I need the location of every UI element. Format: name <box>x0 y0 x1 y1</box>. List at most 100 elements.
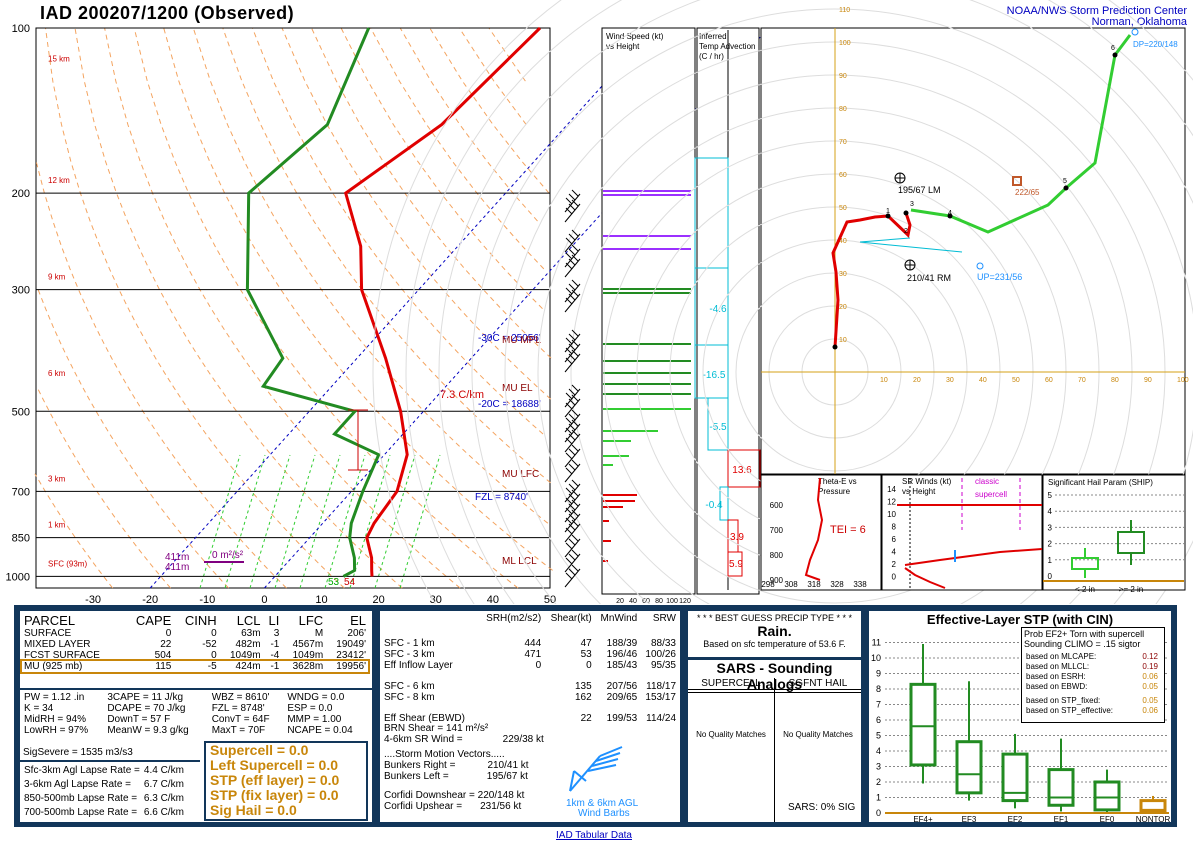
kin-cell <box>477 692 543 703</box>
hodo-point-label: 4 <box>948 210 952 217</box>
wind-barb <box>568 248 576 256</box>
windspeed-bar <box>603 540 611 542</box>
ship-category: >= 2 in <box>1119 585 1143 594</box>
windspeed-tick: 100 <box>666 598 678 604</box>
stp-ytick: 4 <box>876 746 881 756</box>
hodo-ring-label: 40 <box>979 377 987 384</box>
wind-barb <box>565 207 573 215</box>
parcel-cell: 206' <box>347 628 366 639</box>
wind-barb <box>568 448 576 456</box>
srwinds-supercell: supercell <box>975 490 1007 499</box>
wind-barb <box>571 444 579 452</box>
kin-cell: 471 <box>524 649 542 660</box>
wind-barb <box>568 493 576 501</box>
pressure-tick: 850 <box>12 533 30 545</box>
windspeed-bar <box>603 194 691 196</box>
srwinds-plot: 14 12 10 8 6 4 2 0 <box>887 478 1043 590</box>
stp-prob-value: 0.19 <box>1142 662 1158 671</box>
wind-barb <box>565 527 573 535</box>
srw-ytick: 6 <box>892 535 897 544</box>
temp-tick: -30 <box>85 594 101 604</box>
parcel-cell: 19049' <box>336 639 366 650</box>
mixing-ratio-line <box>399 454 441 589</box>
mixing-ratio-line <box>299 454 341 589</box>
kin-row: SFC - 6 km 135 207/56 118/17 <box>382 681 678 692</box>
wind-barb <box>568 258 576 266</box>
wind-barb <box>568 293 576 301</box>
windspeed-tick: 120 <box>679 598 691 604</box>
stp-ytick: 6 <box>876 715 881 725</box>
thetae-xtick: 338 <box>853 580 867 589</box>
wind-barb <box>564 433 581 453</box>
kin-cell: 22 <box>580 713 592 724</box>
wind-barb <box>565 357 573 365</box>
wind-barb <box>571 349 579 357</box>
parcel-row: FCST SURFACE 504 0 1049m -4 1049m 23412' <box>22 650 368 661</box>
thetae-xtick: 308 <box>784 580 798 589</box>
dry-adiabat <box>45 27 345 589</box>
hodo-point-label: 1 <box>886 208 890 215</box>
parcel-cell: 482m <box>235 639 261 650</box>
dp-label: DP=220/148 <box>1133 40 1178 49</box>
dry-adiabat <box>37 289 229 589</box>
temp-tick: 30 <box>430 594 442 604</box>
sars-sig: SARS: 0% SIG <box>788 802 856 813</box>
stp-prob-row: based on EBWD: 0.05 <box>1024 682 1160 692</box>
mu-lfc-annot: MU LFC <box>502 469 539 480</box>
srw-ytick: 12 <box>887 498 896 507</box>
parcel-row-selected[interactable]: MU (925 mb) 115 -5 424m -1 3628m 19956' <box>20 659 370 674</box>
wind-barb <box>568 353 576 361</box>
hodo-inflow <box>859 237 911 243</box>
height-label: 1 km <box>48 521 66 530</box>
hodo-point <box>1112 52 1118 58</box>
srw-ytick: 0 <box>892 573 897 582</box>
wind-barb <box>571 489 579 497</box>
kin-cell: Eff Shear (EBWD) <box>384 713 465 724</box>
srw-ytick: 4 <box>892 548 897 557</box>
kin-row: SFC - 3 km 471 53 196/46 100/26 <box>382 649 678 660</box>
parcel-cell: 23412' <box>336 650 366 661</box>
tadv-bar <box>719 486 729 521</box>
mixing-ratio-line <box>199 454 241 589</box>
stp-prob-label: based on MLLCL: <box>1026 662 1090 671</box>
stp-ytick: 0 <box>876 808 881 818</box>
kin-cell: 185/43 <box>606 660 638 671</box>
wind-barb <box>564 553 581 573</box>
windspeed-bar <box>603 464 613 466</box>
stp-prob-row: based on STP_effective: 0.06 <box>1024 706 1160 716</box>
tabular-data-link[interactable]: IAD Tabular Data <box>556 830 632 841</box>
kin-cell: 95/35 <box>650 660 676 671</box>
bunkers-left: Bunkers Left = 195/67 kt <box>384 771 544 782</box>
wind-barb <box>564 398 581 418</box>
windspeed-bar <box>603 455 629 457</box>
hgt-label-2: 411m <box>165 562 189 573</box>
kin-header-row: SRH(m2/s2) Shear(kt) MnWind SRW <box>382 613 678 624</box>
wind-barb <box>571 289 579 297</box>
windspeed-bar <box>603 292 691 294</box>
hodo-point <box>832 344 838 350</box>
mixing-ratio-line <box>224 454 266 589</box>
composite-box: Supercell = 0.0 Left Supercell = 0.0 STP… <box>204 741 368 821</box>
wind-barb <box>571 479 579 487</box>
stp-title: Effective-Layer STP (with CIN) <box>926 612 1114 627</box>
wind-barbs <box>564 189 581 588</box>
kin-header: Shear(kt) <box>550 613 592 624</box>
windspeed-tick: 20 <box>616 598 624 604</box>
wind-barb <box>571 199 579 207</box>
wind-barb <box>571 409 579 417</box>
ship-ytick: 0 <box>1048 572 1053 581</box>
windspeed-bar <box>603 288 691 290</box>
dry-adiabat <box>488 27 526 82</box>
parcel-cell: MU (925 mb) <box>24 661 83 672</box>
index-cell: PW = 1.12 .in <box>24 692 85 703</box>
barb-caption-2: Wind Barbs <box>578 808 630 819</box>
kin-cell: SFC - 1 km <box>384 638 435 649</box>
dry-adiabat <box>35 161 287 589</box>
tadv-label: 3.9 <box>730 532 744 543</box>
index-cell: DownT = 57 F <box>107 714 171 725</box>
stp-prob-value: 0.05 <box>1142 696 1158 705</box>
parcel-header-row: PARCEL CAPE CINH LCL LI LFC EL <box>22 613 368 628</box>
mu-mpl-annot: MU MPL <box>502 335 541 346</box>
parcel-cell: -52 <box>202 639 217 650</box>
hodo-ring-label: 20 <box>839 304 847 311</box>
